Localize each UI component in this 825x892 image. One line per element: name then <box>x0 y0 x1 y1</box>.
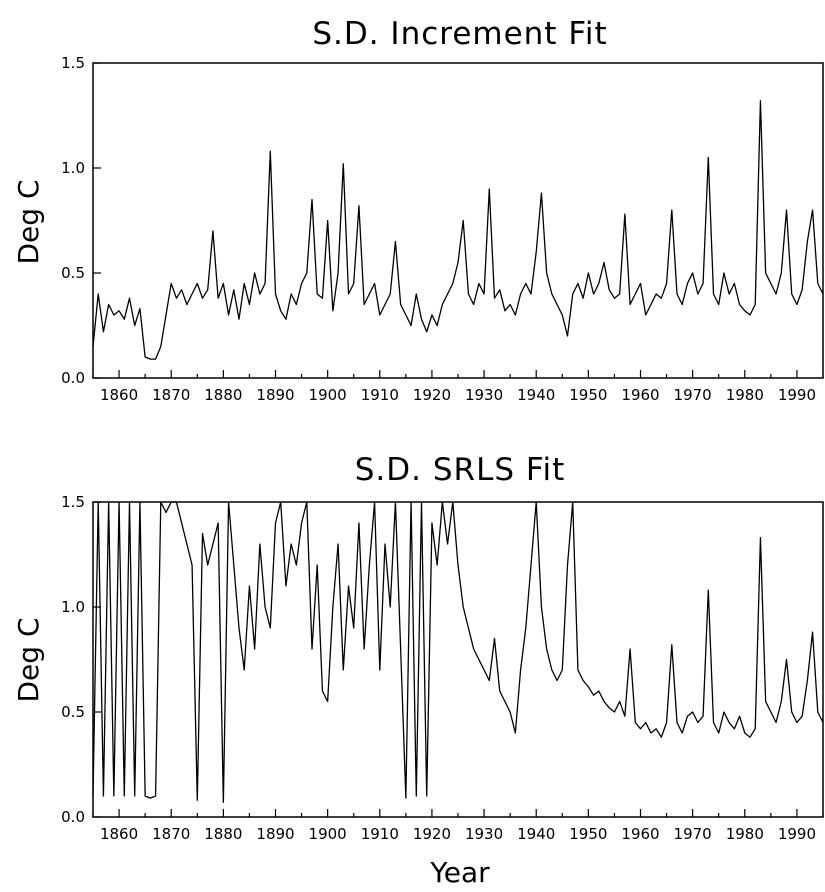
top-chart-series <box>92 100 824 360</box>
bottom-chart: S.D. SRLS Fit Deg C 0.0 0.5 1.0 1.5 1860 187… <box>12 452 824 889</box>
top-chart-plot-frame <box>92 62 824 379</box>
top-x-tick-label: 1980 <box>726 386 764 404</box>
top-x-tick-label: 1920 <box>413 386 451 404</box>
top-y-tick-label: 1.5 <box>61 54 85 72</box>
bottom-x-tick-label: 1920 <box>413 825 451 843</box>
top-chart-title: S.D. Increment Fit <box>312 16 607 52</box>
bottom-chart-title: S.D. SRLS Fit <box>355 452 565 488</box>
top-x-tick-label: 1910 <box>361 386 399 404</box>
bottom-x-tick-label: 1970 <box>674 825 712 843</box>
top-y-tick-label: 1.0 <box>61 159 85 177</box>
bottom-x-tick-label: 1860 <box>100 825 138 843</box>
top-x-tick-label: 1870 <box>152 386 190 404</box>
bottom-x-tick-label: 1890 <box>256 825 294 843</box>
bottom-chart-y-ticks: 0.0 0.5 1.0 1.5 <box>61 493 101 826</box>
bottom-x-tick-label: 1950 <box>569 825 607 843</box>
bottom-y-tick-label: 0.0 <box>61 808 85 826</box>
bottom-chart-series <box>92 501 824 803</box>
top-x-tick-label: 1890 <box>256 386 294 404</box>
bottom-x-tick-label: 1960 <box>621 825 659 843</box>
bottom-series-line-0 <box>92 501 824 803</box>
top-x-tick-label: 1950 <box>569 386 607 404</box>
top-chart-x-ticks: 1860 1870 1880 1890 1900 1910 1920 1930 1940 1950… <box>92 370 824 404</box>
top-x-tick-label: 1860 <box>100 386 138 404</box>
top-y-tick-label: 0.0 <box>61 369 85 387</box>
top-x-tick-label: 1900 <box>309 386 347 404</box>
bottom-x-tick-label: 1870 <box>152 825 190 843</box>
bottom-chart-y-axis-label: Deg C <box>12 617 45 702</box>
bottom-x-tick-label: 1940 <box>517 825 555 843</box>
top-x-tick-label: 1940 <box>517 386 555 404</box>
top-y-tick-label: 0.5 <box>61 264 85 282</box>
bottom-x-tick-label: 1930 <box>465 825 503 843</box>
top-chart-y-ticks: 0.0 0.5 1.0 1.5 <box>61 54 101 387</box>
bottom-x-tick-label: 1990 <box>778 825 816 843</box>
top-x-tick-label: 1930 <box>465 386 503 404</box>
top-chart: S.D. Increment Fit Deg C 0.0 0.5 1.0 1.5 18… <box>12 16 824 404</box>
bottom-x-tick-label: 1980 <box>726 825 764 843</box>
bottom-chart-x-axis-label: Year <box>429 856 490 889</box>
bottom-y-tick-label: 0.5 <box>61 703 85 721</box>
top-x-tick-label: 1990 <box>778 386 816 404</box>
bottom-y-tick-label: 1.0 <box>61 598 85 616</box>
bottom-chart-x-ticks: 1860 1870 1880 1890 1900 1910 1920 1930 1940 1950… <box>92 809 824 843</box>
top-chart-y-axis-label: Deg C <box>12 179 45 264</box>
top-x-tick-label: 1960 <box>621 386 659 404</box>
top-x-tick-label: 1880 <box>204 386 242 404</box>
bottom-y-tick-label: 1.5 <box>61 493 85 511</box>
bottom-x-tick-label: 1880 <box>204 825 242 843</box>
bottom-x-tick-label: 1900 <box>309 825 347 843</box>
top-x-tick-label: 1970 <box>674 386 712 404</box>
bottom-x-tick-label: 1910 <box>361 825 399 843</box>
top-series-line-0 <box>92 100 824 360</box>
